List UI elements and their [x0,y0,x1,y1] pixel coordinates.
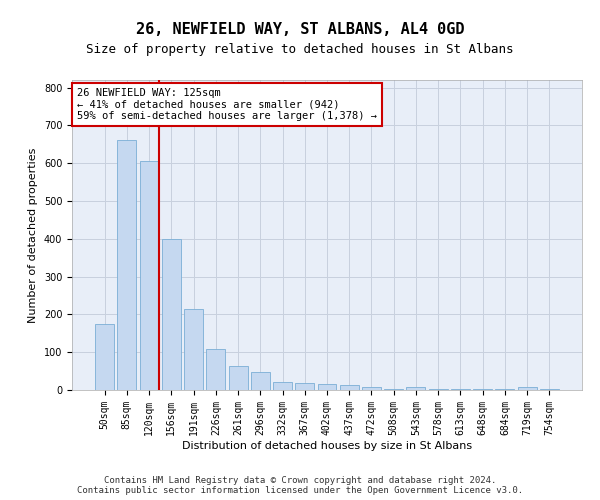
Text: Contains HM Land Registry data © Crown copyright and database right 2024.
Contai: Contains HM Land Registry data © Crown c… [77,476,523,495]
Bar [273,382,292,390]
Bar [518,387,536,390]
Bar [184,308,203,390]
Bar [140,160,158,390]
Bar [95,324,114,390]
Bar [540,389,559,390]
Bar [206,349,225,390]
Text: Size of property relative to detached houses in St Albans: Size of property relative to detached ho… [86,42,514,56]
Bar [251,372,270,390]
Bar [362,387,381,390]
Bar [340,386,359,390]
Bar [473,389,492,390]
Bar [295,383,314,390]
Bar [384,389,403,390]
Text: 26 NEWFIELD WAY: 125sqm
← 41% of detached houses are smaller (942)
59% of semi-d: 26 NEWFIELD WAY: 125sqm ← 41% of detache… [77,88,377,121]
Bar [406,387,425,390]
Bar [162,239,181,390]
Bar [429,389,448,390]
Text: 26, NEWFIELD WAY, ST ALBANS, AL4 0GD: 26, NEWFIELD WAY, ST ALBANS, AL4 0GD [136,22,464,38]
X-axis label: Distribution of detached houses by size in St Albans: Distribution of detached houses by size … [182,440,472,450]
Y-axis label: Number of detached properties: Number of detached properties [28,148,38,322]
Bar [118,140,136,390]
Bar [229,366,248,390]
Bar [496,389,514,390]
Bar [451,389,470,390]
Bar [317,384,337,390]
